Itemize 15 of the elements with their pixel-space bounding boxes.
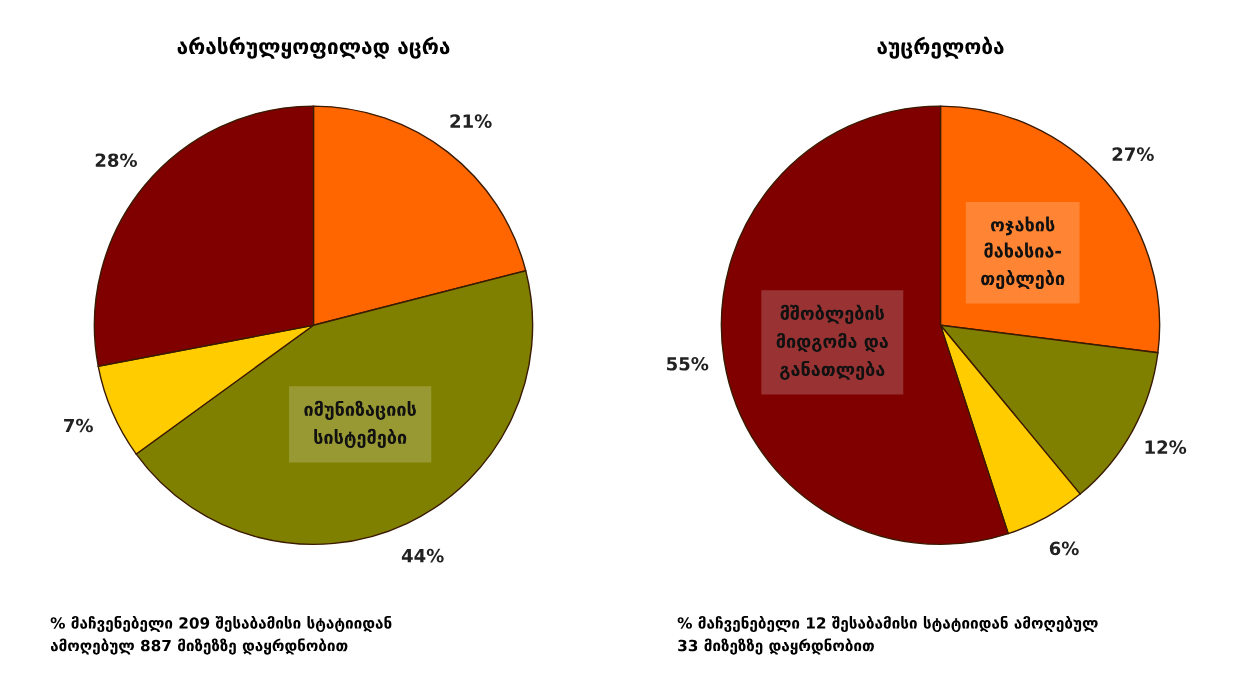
- data-label: 12%: [1145, 440, 1187, 454]
- text: % მაჩვენებელი 209 შესაბამისი სტატიიდან ამოღებულ 887 მიზეზზე დაყრდნობით: [50, 615, 392, 655]
- chart-title: აუცრელობა: [877, 36, 1004, 59]
- text: % მაჩვენებელი 12 შესაბამისი სტატიიდან ამოღებულ 33 მიზეზზე დაყრდნობით: [677, 615, 1098, 655]
- data-label: 7%: [64, 418, 93, 433]
- data-label: 6%: [1049, 541, 1079, 556]
- slice-label: მშობლების მიდგომა და განათლება: [776, 304, 888, 380]
- slice-label: ოჯახის მახასია- თებლები: [981, 216, 1065, 290]
- data-label: 55%: [667, 356, 709, 371]
- data-label: 44%: [401, 548, 444, 563]
- data-label: 28%: [95, 153, 137, 168]
- data-label: 27%: [1112, 147, 1154, 161]
- data-label: 21%: [450, 114, 492, 128]
- chart-title: არასრულყოფილად აცრა: [177, 36, 450, 59]
- slice-label: იმუნიზაციის სისტემები: [304, 400, 416, 448]
